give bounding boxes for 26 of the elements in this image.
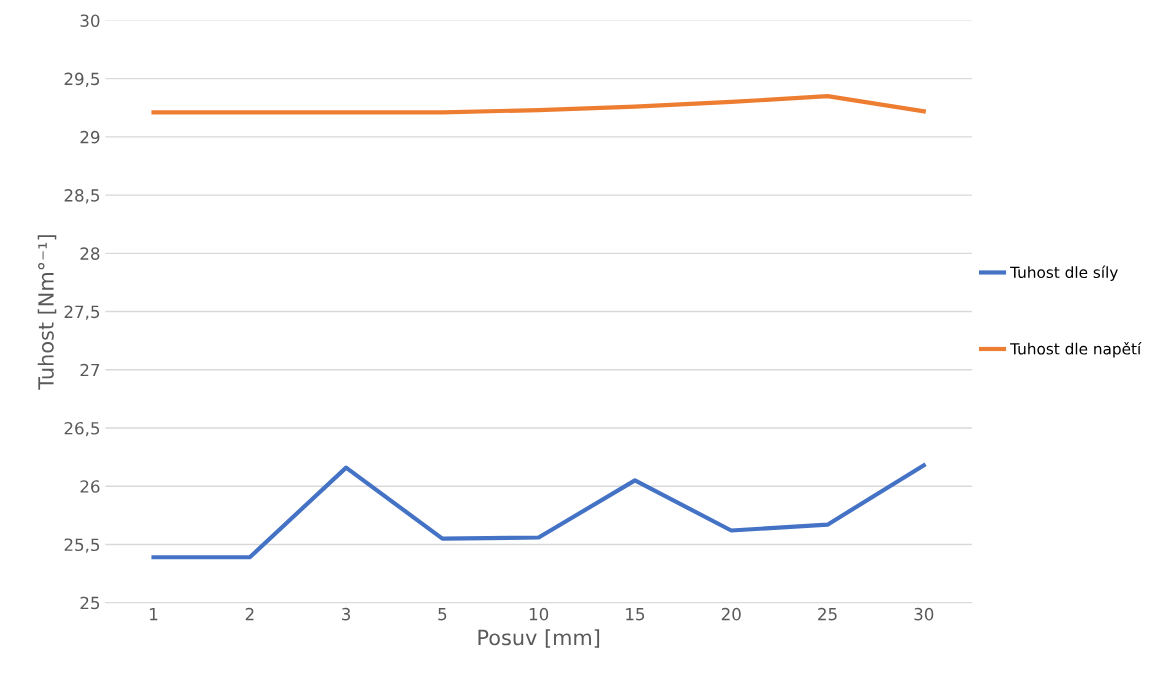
y-tick-label: 27 bbox=[80, 363, 100, 377]
legend-label: Tuhost dle síly bbox=[1010, 265, 1118, 281]
x-tick-label: 10 bbox=[529, 607, 549, 621]
x-tick-label: 15 bbox=[626, 608, 645, 621]
y-tick-label: 28,5 bbox=[64, 189, 100, 204]
x-tick-label: 3 bbox=[342, 607, 351, 621]
x-tick-label: 30 bbox=[914, 607, 934, 621]
y-tick-label: 26,5 bbox=[64, 421, 100, 437]
legend-label: Tuhost dle napětí bbox=[1010, 342, 1142, 358]
y-tick-label: 27,5 bbox=[64, 305, 100, 320]
x-tick-label: 20 bbox=[721, 607, 741, 621]
line-series bbox=[151, 94, 926, 115]
line-series bbox=[151, 463, 926, 560]
x-tick-label: 2 bbox=[245, 607, 254, 621]
y-tick-label: 25,5 bbox=[64, 538, 100, 553]
y-tick-label: 28 bbox=[80, 247, 100, 260]
x-tick-label: 5 bbox=[438, 608, 447, 621]
y-tick-label: 29 bbox=[80, 130, 100, 144]
x-tick-label: 25 bbox=[818, 607, 837, 621]
y-tick-label: 29,5 bbox=[64, 72, 100, 87]
y-axis-title: Tuhost [Nm°⁻¹] bbox=[37, 235, 57, 390]
y-tick-label: 30 bbox=[80, 14, 100, 27]
y-tick-label: 25 bbox=[80, 596, 100, 610]
x-axis-title: Posuv [mm] bbox=[478, 629, 600, 648]
y-tick-label: 26 bbox=[80, 480, 100, 493]
x-tick-label: 1 bbox=[150, 608, 158, 621]
